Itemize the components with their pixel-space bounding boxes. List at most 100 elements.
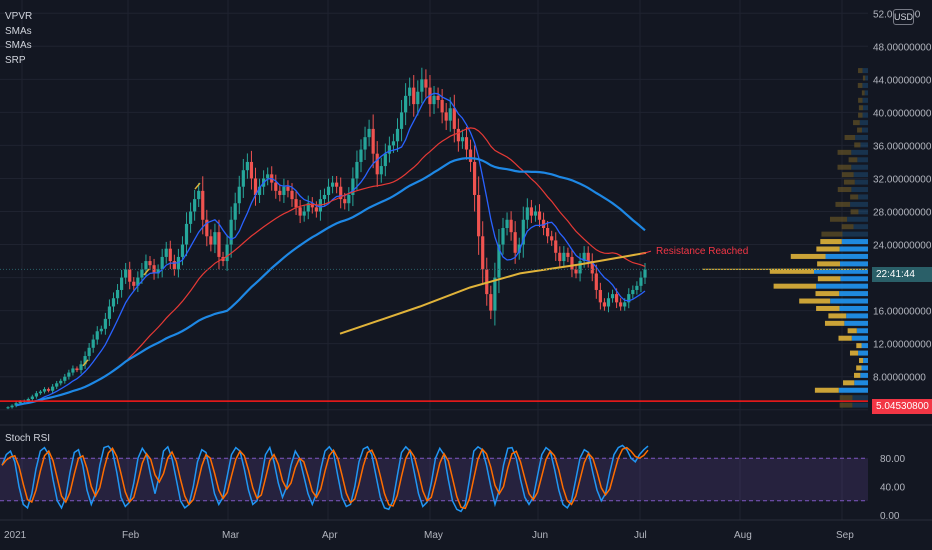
candle-body	[371, 128, 375, 154]
candle-body	[489, 294, 493, 311]
candle-body	[639, 277, 643, 286]
candle-body	[436, 95, 440, 100]
volume-down-bar	[837, 187, 852, 193]
volume-down-bar	[828, 313, 847, 319]
candle-body	[197, 190, 201, 200]
volume-up-bar	[842, 231, 868, 237]
volume-up-bar	[816, 283, 868, 289]
volume-down-bar	[835, 201, 851, 207]
candle-body	[501, 228, 505, 245]
volume-down-bar	[837, 164, 852, 170]
volume-down-bar	[841, 224, 854, 230]
volume-up-bar	[851, 335, 868, 341]
candle-body	[55, 383, 59, 387]
candle-body	[172, 261, 176, 270]
candle-body	[156, 269, 160, 274]
volume-down-bar	[839, 395, 853, 401]
time-tick: Sep	[836, 530, 854, 541]
candle-body	[351, 178, 355, 195]
price-tick: 48.00000000	[873, 42, 932, 53]
volume-up-bar	[825, 253, 868, 259]
candle-body	[184, 223, 189, 245]
candle-body	[286, 186, 290, 191]
sma-200-line	[339, 251, 647, 335]
volume-down-bar	[858, 112, 863, 118]
volume-up-bar	[862, 68, 868, 74]
volume-up-bar	[814, 268, 868, 274]
volume-down-bar	[790, 253, 826, 259]
candle-body	[598, 289, 602, 303]
currency-button[interactable]: USD	[893, 9, 914, 25]
time-axis[interactable]: 2021 Feb Mar Apr May Jun Jul Aug Sep	[4, 530, 854, 541]
volume-down-bar	[858, 105, 863, 111]
volume-up-bar	[841, 239, 868, 245]
volume-profile	[702, 68, 868, 408]
price-tick: 24.00000000	[873, 241, 932, 252]
volume-up-bar	[839, 291, 868, 297]
legend-vpvr[interactable]: VPVR	[5, 11, 33, 22]
sma-long-line	[15, 157, 646, 407]
volume-up-bar	[855, 134, 868, 140]
volume-down-bar	[816, 246, 840, 252]
candle-body	[387, 145, 391, 154]
volume-up-bar	[864, 90, 868, 96]
volume-up-bar	[865, 75, 868, 81]
time-tick: Feb	[122, 530, 140, 541]
candle-body	[554, 240, 558, 253]
stoch-rsi-label[interactable]: Stoch RSI	[5, 433, 51, 444]
candle-body	[111, 298, 116, 307]
candle-body	[623, 302, 627, 307]
candle-body	[314, 207, 318, 212]
time-tick: Jun	[532, 530, 548, 541]
candle-body	[582, 252, 586, 262]
volume-up-bar	[851, 187, 868, 193]
moving-averages	[15, 92, 647, 407]
sma-medium-line	[48, 127, 646, 399]
legend-smas-1[interactable]: SMAs	[5, 25, 32, 37]
time-tick: Aug	[734, 530, 752, 541]
candle-body	[164, 248, 168, 257]
volume-down-bar	[769, 268, 815, 274]
candle-body	[253, 178, 258, 195]
candle-body	[464, 137, 469, 150]
time-tick: Apr	[322, 530, 338, 541]
candle-body	[602, 302, 607, 307]
legend-srp[interactable]: SRP	[5, 54, 26, 66]
legend-smas-2[interactable]: SMAs	[5, 40, 32, 51]
volume-down-bar	[847, 328, 857, 334]
candle-body	[404, 95, 408, 113]
candle-body	[537, 211, 542, 220]
volume-down-bar	[838, 335, 852, 341]
candle-body	[485, 269, 489, 295]
candle-body	[477, 194, 481, 237]
candle-body	[34, 393, 39, 397]
support-line	[0, 268, 868, 402]
price-tick: 8.00000000	[873, 373, 926, 384]
volume-down-bar	[862, 75, 866, 81]
candle-body	[310, 203, 314, 208]
candle-body	[363, 137, 367, 150]
candle-body	[225, 244, 229, 262]
volume-down-bar	[815, 291, 840, 297]
signal-marker	[194, 182, 201, 190]
volume-down-bar	[824, 320, 845, 326]
candle-body	[468, 149, 473, 162]
candle-body	[322, 194, 327, 200]
price-axis[interactable]: 52.00000048.0000000044.0000000040.000000…	[873, 9, 932, 416]
volume-down-bar	[850, 194, 859, 200]
candle-body	[635, 285, 639, 290]
candle-body	[606, 298, 611, 307]
volume-down-bar	[850, 209, 859, 215]
candle-body	[614, 294, 619, 303]
candle-body	[217, 232, 221, 257]
volume-up-bar	[854, 179, 868, 185]
candle-body	[420, 79, 424, 92]
candle-body	[525, 207, 529, 220]
candle-body	[424, 79, 428, 88]
volume-down-bar	[839, 402, 853, 408]
candle-body	[594, 273, 598, 290]
stoch-k-line	[1, 444, 649, 513]
support-price-tag: 5.04530800	[872, 399, 932, 414]
candle-body	[367, 128, 371, 138]
